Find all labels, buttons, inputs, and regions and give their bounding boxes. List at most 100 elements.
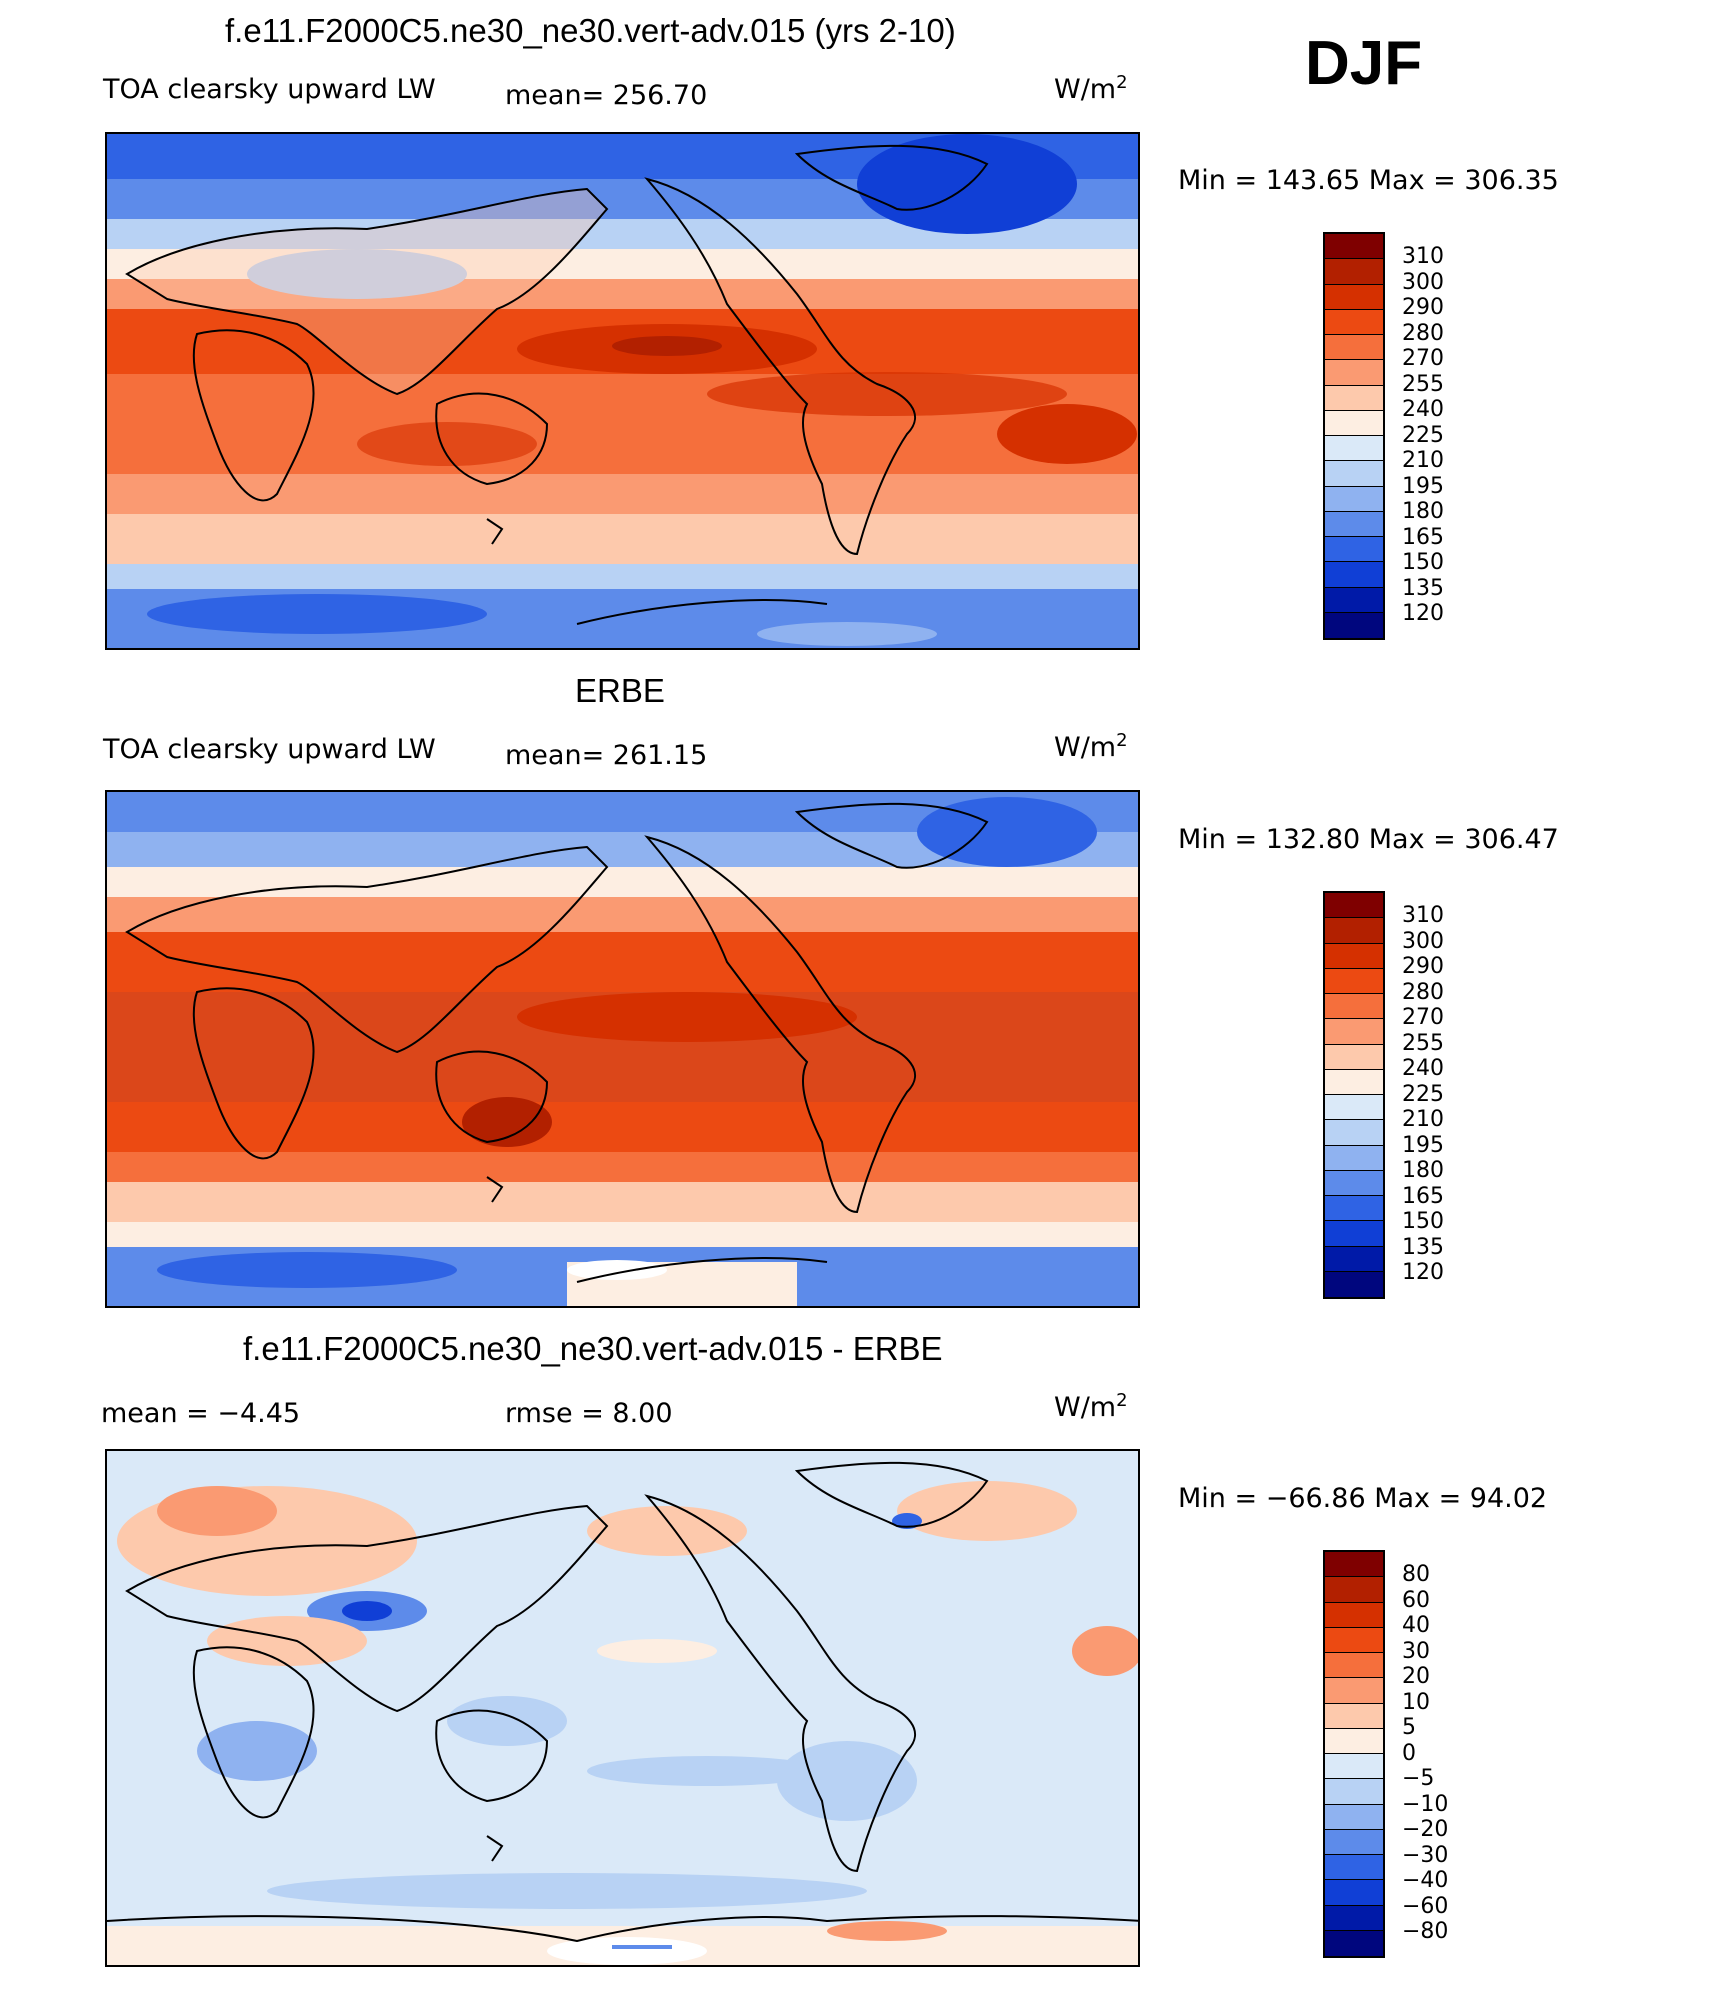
panel-1-units: W/m2 (1054, 72, 1128, 105)
colorbar-tick-label: 255 (1402, 1030, 1444, 1056)
colorbar-tick-label: −20 (1402, 1817, 1449, 1842)
colorbar-cell (1325, 309, 1383, 335)
colorbar-tick-label: 255 (1402, 371, 1444, 397)
colorbar-cell (1325, 1019, 1383, 1045)
colorbar-tick-label: 270 (1402, 346, 1444, 371)
colorbar-cell (1325, 410, 1383, 436)
panel-3-minmax: Min = −66.86 Max = 94.02 (1178, 1483, 1548, 1514)
panel-3-title: f.e11.F2000C5.ne30_ne30.vert-adv.015 - E… (243, 1330, 943, 1367)
colorbar-cell (1325, 1779, 1383, 1805)
colorbar-cell (1325, 1120, 1383, 1146)
colorbar-cell (1325, 1145, 1383, 1171)
colorbar-tick-label: 225 (1402, 422, 1444, 448)
panel-2-colorbar-labels: 310 300 290 280 270 255 240 225 210 195 180 165 150 1… (1402, 903, 1444, 1286)
colorbar-cell (1325, 1804, 1383, 1830)
colorbar-tick-label: 195 (1402, 1132, 1444, 1158)
colorbar-cell (1325, 1905, 1383, 1931)
colorbar-cell (1325, 994, 1383, 1020)
colorbar-cell (1325, 486, 1383, 512)
colorbar-tick-label: 165 (1402, 1183, 1444, 1209)
colorbar-cell (1325, 284, 1383, 310)
panel-1-mean: mean= 256.70 (505, 80, 708, 111)
colorbar-tick-label: 280 (1402, 979, 1444, 1005)
colorbar-cell (1325, 1829, 1383, 1855)
colorbar-cell (1325, 385, 1383, 411)
panel-3-colorbar-labels: 80 60 40 30 20 10 5 0 −5 −10 −20 −30 −40 −60 −80 (1402, 1562, 1448, 1945)
panel-1-map (105, 132, 1140, 650)
colorbar-tick-label: 80 (1402, 1562, 1430, 1587)
colorbar-cell (1325, 1170, 1383, 1196)
panel-3-units: W/m2 (1054, 1390, 1128, 1423)
panel-2-colorbar (1323, 891, 1385, 1299)
colorbar-cell (1325, 562, 1383, 588)
colorbar-tick-label: −5 (1402, 1766, 1435, 1791)
colorbar-cell (1325, 360, 1383, 386)
panel-1-title: f.e11.F2000C5.ne30_ne30.vert-adv.015 (yr… (225, 12, 956, 49)
colorbar-tick-label: 180 (1402, 1158, 1444, 1183)
colorbar-cell (1325, 1754, 1383, 1780)
colorbar-cell (1325, 234, 1383, 260)
panel-2-minmax: Min = 132.80 Max = 306.47 (1178, 824, 1559, 855)
colorbar-tick-label: 240 (1402, 1056, 1444, 1081)
colorbar-cell (1325, 612, 1383, 638)
colorbar-cell (1325, 1678, 1383, 1704)
colorbar-tick-label: 135 (1402, 1234, 1444, 1260)
colorbar-cell (1325, 587, 1383, 613)
colorbar-cell (1325, 335, 1383, 361)
colorbar-tick-label: 135 (1402, 575, 1444, 601)
colorbar-tick-label: 290 (1402, 954, 1444, 979)
colorbar-tick-label: 310 (1402, 903, 1444, 928)
colorbar-cell (1325, 1930, 1383, 1956)
colorbar-tick-label: 195 (1402, 473, 1444, 499)
panel-3-rmse: rmse = 8.00 (505, 1398, 673, 1429)
colorbar-tick-label: −30 (1402, 1842, 1449, 1868)
colorbar-tick-label: 300 (1402, 269, 1444, 295)
colorbar-tick-label: 180 (1402, 499, 1444, 524)
colorbar-tick-label: 5 (1402, 1715, 1416, 1740)
colorbar-tick-label: 300 (1402, 928, 1444, 954)
colorbar-cell (1325, 1246, 1383, 1272)
colorbar-cell (1325, 1653, 1383, 1679)
colorbar-cell (1325, 1095, 1383, 1121)
panel-2-map (105, 790, 1140, 1308)
colorbar-cell (1325, 1552, 1383, 1578)
colorbar-tick-label: 240 (1402, 397, 1444, 422)
colorbar-cell (1325, 1044, 1383, 1070)
colorbar-tick-label: 290 (1402, 295, 1444, 320)
colorbar-cell (1325, 1602, 1383, 1628)
panel-1-minmax: Min = 143.65 Max = 306.35 (1178, 165, 1559, 196)
colorbar-cell (1325, 1728, 1383, 1754)
panel-3-map (105, 1449, 1140, 1967)
colorbar-tick-label: 165 (1402, 524, 1444, 550)
colorbar-tick-label: 280 (1402, 320, 1444, 346)
colorbar-cell (1325, 1703, 1383, 1729)
colorbar-cell (1325, 1880, 1383, 1906)
colorbar-tick-label: 120 (1402, 601, 1444, 626)
colorbar-tick-label: 120 (1402, 1260, 1444, 1285)
colorbar-tick-label: 40 (1402, 1613, 1430, 1638)
panel-2-title: ERBE (575, 672, 665, 709)
colorbar-cell (1325, 537, 1383, 563)
colorbar-tick-label: 210 (1402, 1107, 1444, 1132)
panel-1-colorbar (1323, 232, 1385, 640)
colorbar-tick-label: 270 (1402, 1005, 1444, 1030)
colorbar-tick-label: −80 (1402, 1919, 1449, 1944)
panel-1-colorbar-labels: 310 300 290 280 270 255 240 225 210 195 180 165 150 1… (1402, 244, 1444, 627)
colorbar-cell (1325, 1577, 1383, 1603)
panel-2-variable: TOA clearsky upward LW (103, 734, 436, 765)
colorbar-tick-label: 225 (1402, 1081, 1444, 1107)
colorbar-cell (1325, 259, 1383, 285)
colorbar-cell (1325, 511, 1383, 537)
panel-3-colorbar (1323, 1550, 1385, 1958)
colorbar-tick-label: −40 (1402, 1868, 1449, 1893)
colorbar-cell (1325, 968, 1383, 994)
panel-1-variable: TOA clearsky upward LW (103, 74, 436, 105)
colorbar-cell (1325, 918, 1383, 944)
panel-3-mean: mean = −4.45 (101, 1398, 301, 1429)
colorbar-cell (1325, 1069, 1383, 1095)
colorbar-tick-label: 150 (1402, 550, 1444, 575)
colorbar-tick-label: −60 (1402, 1893, 1449, 1919)
colorbar-tick-label: 20 (1402, 1664, 1430, 1689)
colorbar-cell (1325, 893, 1383, 919)
panel-2-mean: mean= 261.15 (505, 740, 708, 771)
